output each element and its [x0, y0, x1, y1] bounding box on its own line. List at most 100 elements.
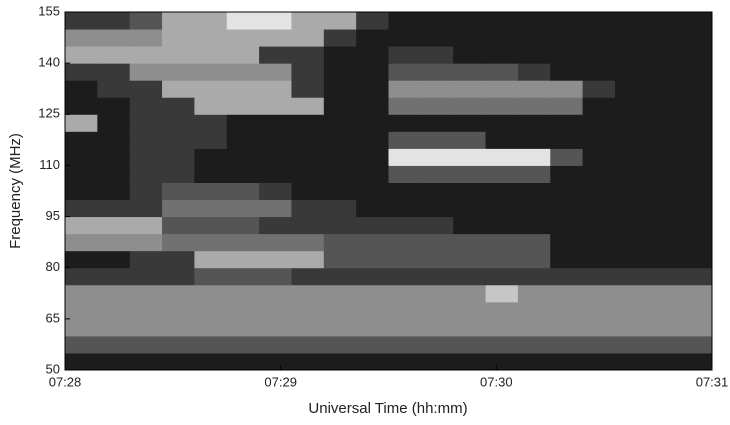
heatmap-cell — [226, 335, 260, 354]
heatmap-cell — [517, 97, 551, 115]
heatmap-cell — [614, 165, 648, 183]
heatmap-cell — [259, 301, 292, 320]
heatmap-cell — [259, 318, 292, 337]
heatmap-cell — [679, 267, 713, 286]
heatmap-cell — [226, 233, 260, 252]
heatmap-cell — [679, 301, 713, 320]
heatmap-cell — [550, 233, 584, 252]
heatmap-cell — [485, 114, 519, 132]
y-tick-label: 80 — [46, 259, 60, 274]
heatmap-cell — [679, 182, 713, 201]
heatmap-cell — [291, 29, 325, 47]
heatmap-cell — [65, 148, 98, 166]
heatmap-cell — [162, 182, 195, 201]
heatmap-cell — [291, 97, 325, 115]
heatmap-cell — [323, 352, 357, 371]
heatmap-cell — [679, 80, 713, 98]
heatmap-cell — [485, 301, 519, 320]
heatmap-cell — [97, 318, 131, 337]
heatmap-cell — [356, 12, 389, 30]
heatmap-cell — [323, 29, 357, 47]
heatmap-cell — [420, 301, 454, 320]
heatmap-cell — [614, 182, 648, 201]
heatmap-cell — [453, 284, 487, 303]
heatmap-cell — [679, 148, 713, 166]
heatmap-cell — [259, 284, 292, 303]
heatmap-cell — [582, 233, 616, 252]
heatmap-cell — [550, 131, 584, 149]
heatmap-cell — [679, 233, 713, 252]
heatmap-cell — [291, 233, 325, 252]
heatmap-cell — [453, 233, 487, 252]
heatmap-cell — [485, 148, 519, 166]
heatmap-cell — [550, 250, 584, 269]
heatmap-cell — [647, 233, 681, 252]
heatmap-cell — [356, 131, 389, 149]
heatmap-cell — [323, 301, 357, 320]
heatmap-cell — [550, 46, 584, 64]
heatmap-cell — [97, 267, 131, 286]
heatmap-cell — [582, 80, 616, 98]
heatmap-cell — [388, 80, 422, 98]
heatmap-cell — [420, 250, 454, 269]
heatmap-cell — [162, 335, 195, 354]
heatmap-cell — [550, 182, 584, 201]
heatmap-cell — [485, 29, 519, 47]
heatmap-cell — [647, 199, 681, 218]
heatmap-cell — [129, 165, 163, 183]
heatmap-cell — [420, 335, 454, 354]
heatmap-cell — [65, 46, 98, 64]
heatmap-cell — [65, 233, 98, 252]
heatmap-cell — [453, 114, 487, 132]
heatmap-cell — [226, 80, 260, 98]
heatmap-cell — [259, 46, 292, 64]
heatmap-cell — [647, 46, 681, 64]
heatmap-cell — [453, 182, 487, 201]
heatmap-cell — [226, 250, 260, 269]
heatmap-cell — [97, 352, 131, 371]
heatmap-cell — [194, 233, 228, 252]
heatmap-cell — [226, 284, 260, 303]
heatmap-cell — [614, 29, 648, 47]
heatmap-cell — [388, 335, 422, 354]
heatmap-cell — [647, 97, 681, 115]
heatmap-cell — [388, 12, 422, 30]
y-tick-label: 65 — [46, 310, 60, 325]
heatmap-cell — [323, 165, 357, 183]
plot-frame — [64, 11, 713, 371]
heatmap-cell — [582, 182, 616, 201]
x-tick-label: 07:31 — [696, 374, 729, 389]
heatmap-cell — [420, 182, 454, 201]
heatmap-cell — [517, 284, 551, 303]
heatmap-cell — [194, 165, 228, 183]
heatmap-cell — [647, 29, 681, 47]
heatmap-cell — [129, 97, 163, 115]
heatmap-cell — [226, 12, 260, 30]
heatmap-cell — [647, 80, 681, 98]
heatmap-cell — [129, 335, 163, 354]
heatmap-cell — [356, 352, 389, 371]
heatmap-cell — [550, 63, 584, 81]
heatmap-cell — [129, 284, 163, 303]
heatmap-cell — [517, 182, 551, 201]
heatmap-cell — [485, 80, 519, 98]
heatmap-cell — [291, 165, 325, 183]
heatmap-cell — [453, 131, 487, 149]
heatmap-cell — [194, 80, 228, 98]
heatmap-cell — [259, 12, 292, 30]
heatmap-cell — [388, 352, 422, 371]
heatmap-cell — [614, 97, 648, 115]
heatmap-cell — [259, 80, 292, 98]
heatmap-cell — [679, 29, 713, 47]
heatmap-cell — [356, 216, 389, 235]
heatmap-cell — [194, 250, 228, 269]
heatmap-cell — [582, 301, 616, 320]
heatmap-cell — [485, 233, 519, 252]
heatmap-cell — [517, 165, 551, 183]
heatmap-cell — [614, 46, 648, 64]
heatmap-cell — [65, 318, 98, 337]
heatmap-cell — [323, 148, 357, 166]
heatmap-cell — [388, 301, 422, 320]
heatmap-cell — [679, 352, 713, 371]
heatmap-cell — [162, 46, 195, 64]
